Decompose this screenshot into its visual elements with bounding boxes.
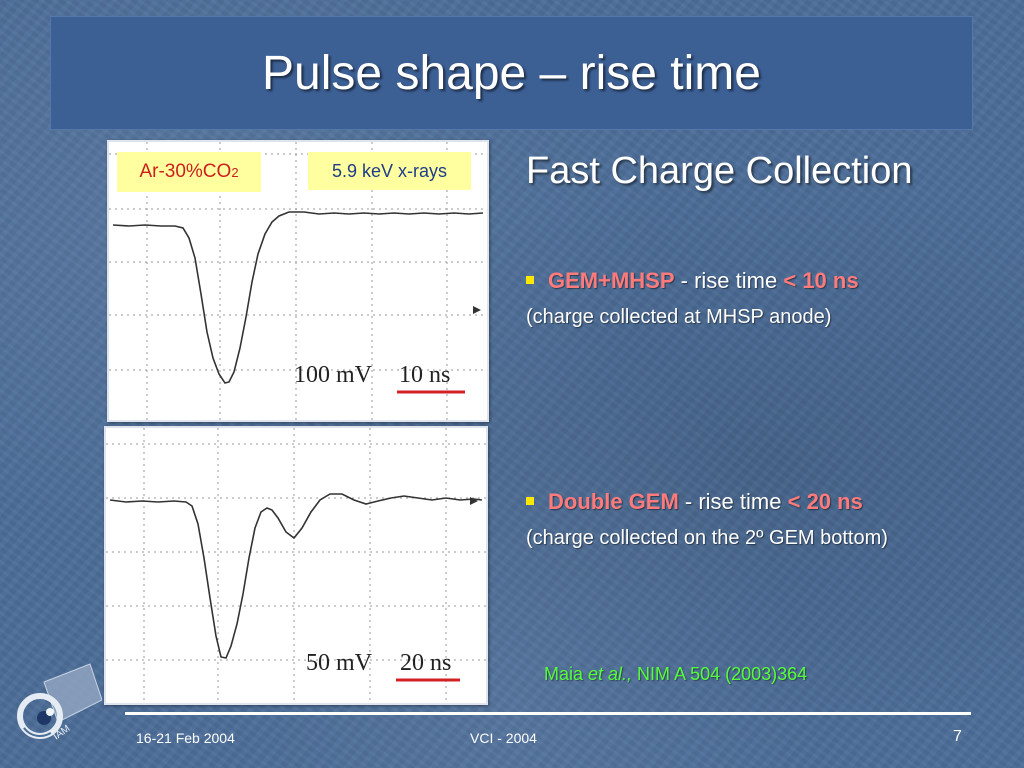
gas-mixture-text: Ar-30%CO: [139, 161, 232, 182]
scope-top-trigger-marker: [473, 306, 481, 314]
footer-divider: [125, 712, 971, 715]
scope-bottom-svg: 50 mV 20 ns: [106, 428, 486, 703]
bullet-double-gem: Double GEM - rise time < 20 ns: [526, 489, 863, 515]
scope-top-volt-scale: 100 mV: [294, 362, 373, 388]
reference-author: Maia: [544, 664, 589, 684]
bullet-note-gem-mhsp: (charge collected at MHSP anode): [526, 306, 832, 328]
source-label-text: 5.9 keV x-rays: [331, 160, 448, 181]
bullet-mid-text: - rise time: [678, 489, 788, 514]
scope-bottom-trigger-marker: [470, 497, 478, 505]
title-bar: Pulse shape – rise time: [50, 16, 973, 130]
bullet-label: Double GEM: [548, 489, 679, 514]
gas-mixture-label: Ar-30%CO 2: [117, 152, 261, 192]
bullet-square-icon: [526, 497, 534, 506]
gas-mixture-subscript: 2: [231, 164, 239, 180]
scope-bottom-grid: [106, 428, 486, 703]
slide-title: Pulse shape – rise time: [262, 46, 761, 100]
scope-top-grid: [109, 142, 487, 420]
scope-bottom-time-scale: 20 ns: [400, 650, 451, 676]
bullet-note-double-gem: (charge collected on the 2º GEM bottom): [526, 527, 888, 549]
oscilloscope-trace-bottom: 50 mV 20 ns: [104, 426, 488, 705]
bullet-square-icon: [526, 276, 534, 285]
scope-top-svg: 100 mV 10 ns: [109, 142, 487, 420]
bullet-gem-mhsp: GEM+MHSP - rise time < 10 ns: [526, 268, 859, 294]
footer-page-number: 7: [953, 728, 962, 745]
bullet-value: 20 ns: [806, 489, 863, 514]
bullet-operator: <: [783, 268, 797, 293]
scope-bottom-volt-scale: 50 mV: [306, 650, 373, 676]
bullet-operator: <: [787, 489, 801, 514]
scope-bottom-waveform: [109, 493, 483, 659]
bullet-label: GEM+MHSP: [548, 268, 675, 293]
source-label: 5.9 keV x-rays: [308, 152, 471, 190]
footer-conference: VCI - 2004: [470, 730, 537, 746]
bullet-mid-text: - rise time: [674, 268, 784, 293]
bullet-value: 10 ns: [802, 268, 859, 293]
scope-top-time-scale: 10 ns: [399, 362, 450, 388]
reference-etal: et al.,: [588, 664, 633, 684]
footer-date: 16-21 Feb 2004: [136, 730, 235, 746]
section-heading: Fast Charge Collection: [526, 150, 913, 192]
reference-citation: Maia et al., NIM A 504 (2003)364: [544, 664, 807, 685]
scope-top-waveform: [112, 211, 484, 384]
reference-journal: NIM A 504 (2003)364: [632, 664, 808, 684]
institute-logo-icon: IAM: [17, 663, 102, 742]
